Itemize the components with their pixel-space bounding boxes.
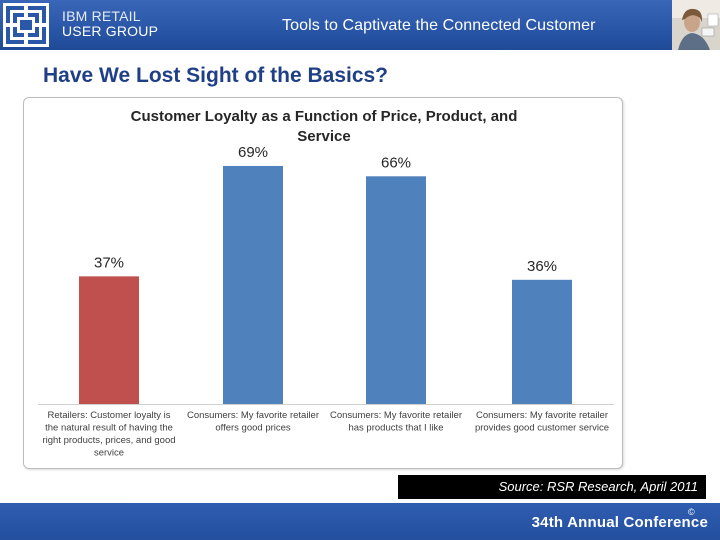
org-name: IBM RETAIL USER GROUP xyxy=(62,9,158,39)
bar xyxy=(223,165,283,404)
category-label: right products, prices, and good xyxy=(42,435,175,446)
chart-frame: Customer Loyalty as a Function of Price,… xyxy=(23,97,623,469)
chart-title-line: Customer Loyalty as a Function of Price,… xyxy=(131,108,518,125)
category-label: service xyxy=(94,448,124,459)
slide-title: Have We Lost Sight of the Basics? xyxy=(43,64,389,87)
category-label: has products that I like xyxy=(348,423,443,434)
category-label: provides good customer service xyxy=(475,423,609,434)
header-title: Tools to Captivate the Connected Custome… xyxy=(282,17,596,34)
footer-bar: 34th Annual Conference xyxy=(0,503,720,540)
data-label: 69% xyxy=(238,144,268,161)
header-bar: IBM RETAIL USER GROUP Tools to Captivate… xyxy=(0,0,720,50)
conference-label: 34th Annual Conference xyxy=(531,514,708,531)
shopper-photo-icon xyxy=(672,0,720,50)
copyright-symbol: © xyxy=(688,507,695,517)
org-name-line1: IBM RETAIL xyxy=(62,8,141,24)
bar-chart: Customer Loyalty as a Function of Price,… xyxy=(38,108,614,459)
data-label: 66% xyxy=(381,154,411,171)
bar xyxy=(366,176,426,404)
chart-title-line: Service xyxy=(297,128,350,145)
ibm-retail-logo-icon xyxy=(3,3,49,47)
data-label: 36% xyxy=(527,258,557,275)
category-label: Consumers: My favorite retailer xyxy=(476,410,608,421)
category-label: Consumers: My favorite retailer xyxy=(330,410,462,421)
org-name-line2: USER GROUP xyxy=(62,23,159,39)
category-label: Consumers: My favorite retailer xyxy=(187,410,319,421)
category-label: offers good prices xyxy=(215,423,291,434)
source-caption: Source: RSR Research, April 2011 xyxy=(398,475,706,499)
data-label: 37% xyxy=(94,254,124,271)
bar xyxy=(512,279,572,404)
bar xyxy=(79,276,139,404)
category-label: Retailers: Customer loyalty is xyxy=(47,410,170,421)
category-label: the natural result of having the xyxy=(45,423,173,434)
